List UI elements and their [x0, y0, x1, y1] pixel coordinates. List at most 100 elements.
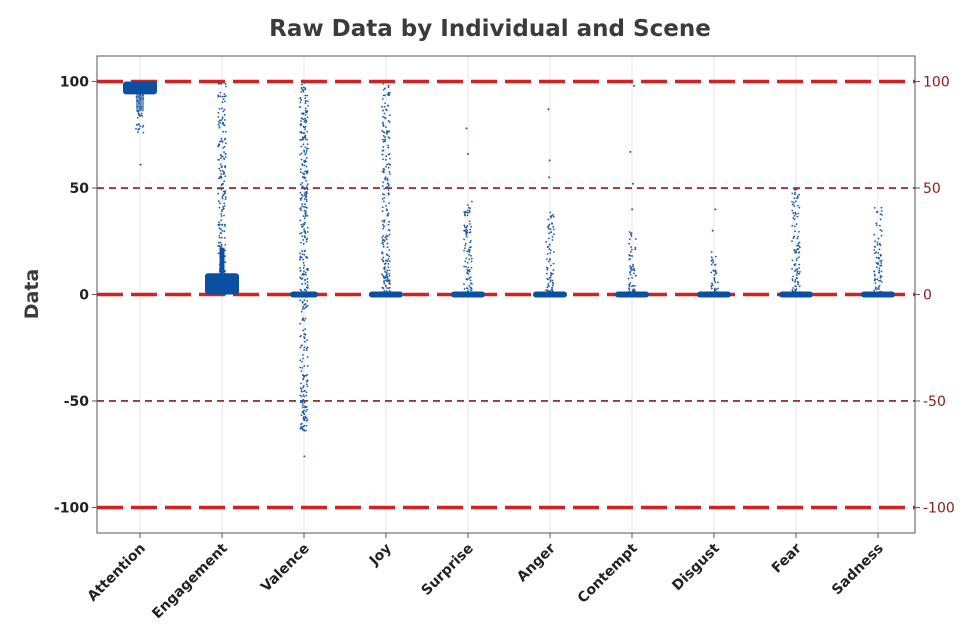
data-point — [469, 241, 472, 244]
data-point — [138, 114, 141, 117]
data-point — [302, 393, 305, 396]
y-tick-label-right: -50 — [923, 394, 946, 410]
data-point — [388, 94, 390, 96]
data-point — [218, 227, 221, 230]
data-point — [388, 290, 391, 292]
data-point — [874, 282, 877, 284]
data-point — [303, 126, 306, 129]
data-point — [386, 246, 389, 249]
x-tick-label-joy: Joy — [366, 541, 395, 570]
data-point — [219, 157, 222, 159]
data-point — [219, 163, 222, 166]
data-point — [381, 273, 383, 276]
data-point — [381, 197, 384, 200]
data-point — [383, 196, 386, 199]
y-axis-label: Data — [21, 269, 43, 320]
data-point — [712, 261, 714, 264]
data-point — [384, 140, 386, 142]
data-point — [300, 277, 302, 280]
outlier-point — [714, 187, 717, 190]
data-point — [223, 214, 225, 217]
data-point — [877, 263, 880, 265]
series-valence — [290, 82, 318, 458]
data-point — [384, 275, 387, 278]
data-point — [551, 222, 554, 225]
x-tick-label-fear: Fear — [769, 540, 805, 576]
data-point — [715, 271, 717, 274]
data-point — [634, 246, 637, 249]
data-point — [875, 256, 878, 259]
y-tick-label-right: -100 — [923, 500, 955, 516]
data-point — [300, 390, 303, 392]
data-point — [306, 100, 309, 103]
data-point — [219, 175, 222, 178]
data-point — [383, 221, 386, 223]
series-surprise — [451, 127, 485, 298]
data-point — [552, 215, 555, 218]
data-point — [301, 136, 304, 139]
data-point — [305, 150, 308, 152]
data-point — [300, 256, 303, 259]
data-point — [466, 211, 469, 214]
data-point — [223, 124, 226, 127]
data-point — [299, 366, 302, 369]
data-point — [878, 269, 881, 272]
data-point — [385, 279, 387, 282]
data-point — [385, 204, 388, 207]
data-point — [299, 139, 302, 141]
data-point — [299, 153, 301, 156]
data-point — [300, 124, 302, 127]
data-point — [714, 255, 717, 258]
data-point — [382, 170, 385, 172]
data-point — [382, 238, 385, 241]
data-point — [876, 243, 879, 246]
data-point — [299, 207, 302, 210]
data-point — [796, 244, 798, 247]
data-point — [302, 412, 305, 415]
data-point — [874, 287, 877, 290]
data-point — [304, 212, 307, 215]
series-contempt — [615, 84, 649, 298]
data-point — [387, 214, 389, 217]
data-point — [304, 340, 306, 343]
data-point — [220, 232, 222, 234]
data-point — [795, 274, 798, 276]
data-point — [386, 131, 389, 134]
data-point — [301, 283, 303, 286]
data-point — [791, 200, 793, 203]
data-point — [877, 271, 880, 274]
data-point — [791, 203, 794, 206]
data-point — [299, 269, 302, 272]
data-point — [383, 281, 385, 283]
outlier-point — [631, 208, 634, 211]
data-point — [386, 269, 389, 272]
data-point — [552, 225, 555, 228]
data-point — [306, 385, 309, 388]
data-point — [301, 273, 304, 276]
data-point — [791, 267, 793, 270]
data-point — [303, 235, 306, 237]
data-point — [303, 395, 306, 398]
x-tick-label-surprise: Surprise — [418, 541, 476, 599]
data-point — [463, 249, 465, 252]
data-point — [306, 364, 309, 367]
data-point — [222, 123, 225, 125]
data-point — [464, 242, 467, 245]
y-tick-label-left: -100 — [54, 500, 89, 516]
data-point — [634, 248, 637, 251]
data-point — [717, 287, 719, 290]
data-point — [796, 272, 799, 274]
data-point — [880, 206, 883, 209]
data-point — [716, 281, 719, 284]
data-point — [548, 248, 551, 250]
data-point — [304, 282, 307, 285]
data-point — [634, 274, 637, 277]
data-point — [631, 276, 633, 279]
data-point — [300, 414, 303, 417]
data-point — [221, 197, 224, 200]
data-point — [389, 157, 391, 160]
data-point — [301, 402, 304, 404]
data-point — [548, 243, 551, 246]
data-point — [633, 269, 636, 272]
data-point — [302, 272, 304, 275]
